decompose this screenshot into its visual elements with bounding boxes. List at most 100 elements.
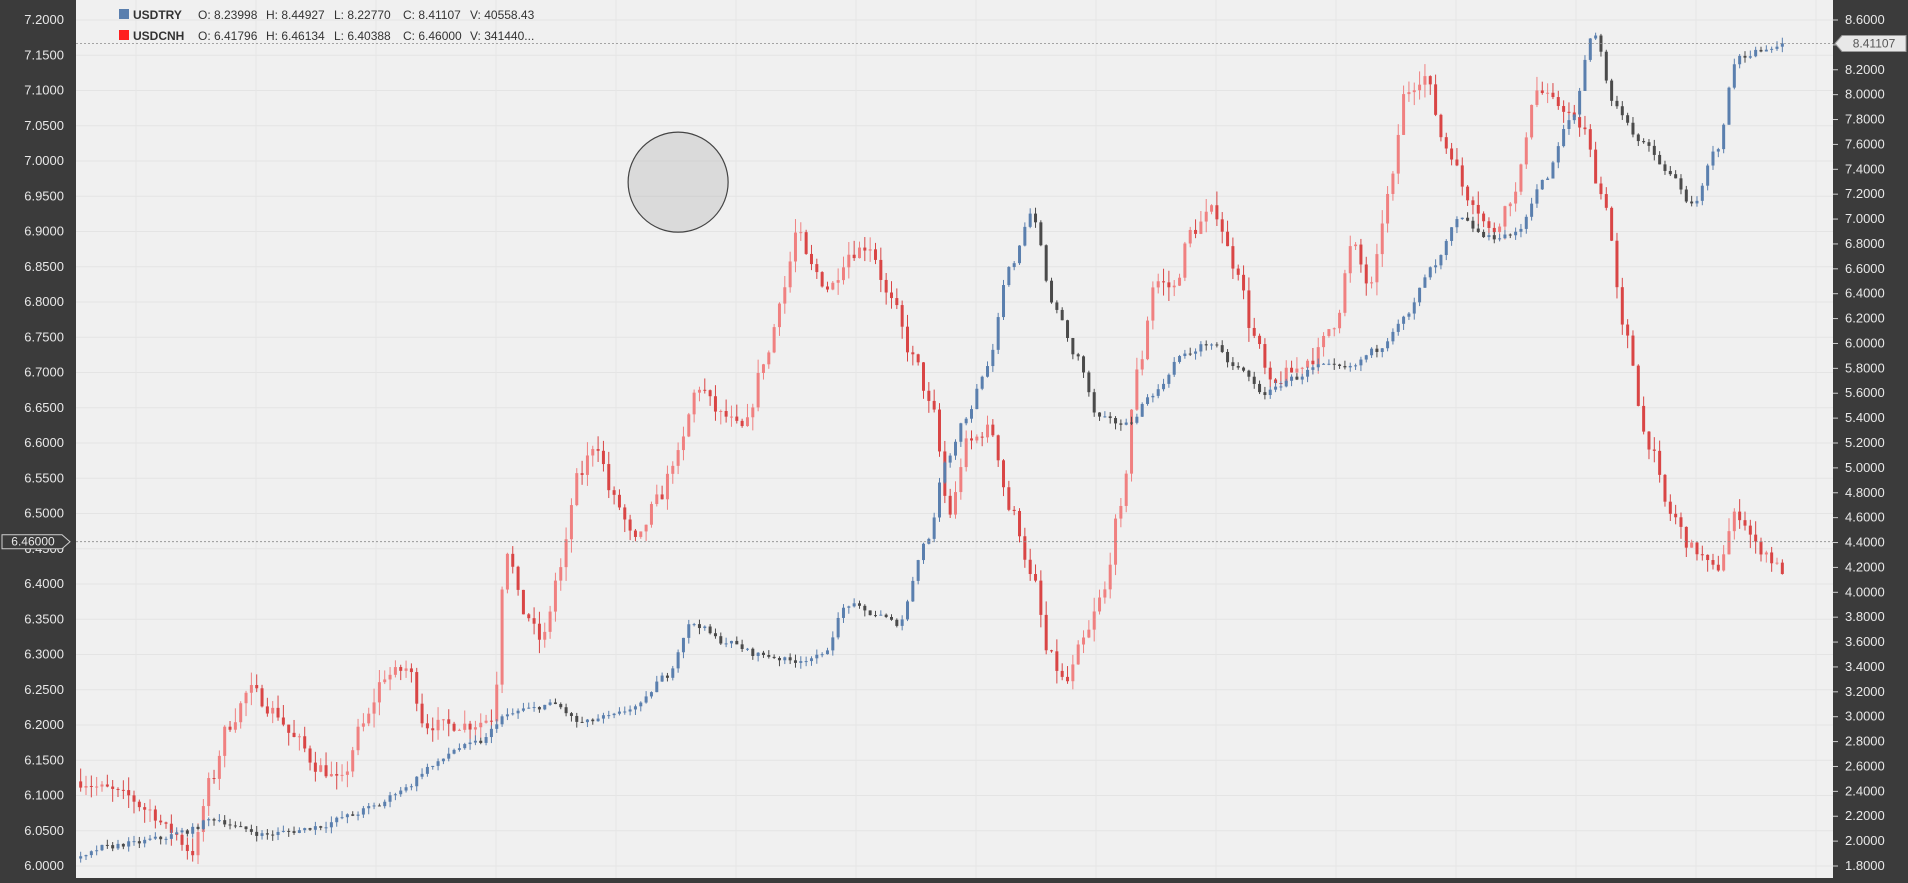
usdtry-candle (751, 647, 755, 660)
right-axis-tick-label: 6.0000 (1845, 335, 1885, 350)
usdtry-candle (900, 615, 904, 631)
usdcnh-candle (484, 714, 488, 724)
usdcnh-candle (916, 353, 920, 366)
usdcnh-candle (281, 705, 285, 727)
usdcnh-candle (761, 363, 765, 380)
right-axis-tick-label: 2.2000 (1845, 808, 1885, 823)
usdtry-candle (1012, 261, 1016, 271)
usdtry-candle (1679, 174, 1683, 195)
usdcnh-candle (292, 719, 296, 738)
usdtry-candle (143, 836, 147, 848)
usdcnh-candle (1076, 640, 1080, 665)
usdtry-candle (1748, 50, 1752, 59)
usdcnh-candle (767, 350, 771, 369)
usdcnh-candle (399, 664, 403, 681)
usdcnh-candle (1204, 198, 1208, 233)
usdtry-candle (393, 792, 397, 801)
usdtry-candle (1311, 365, 1315, 375)
usdcnh-candle (1322, 332, 1326, 357)
usdtry-candle (185, 828, 189, 837)
usdcnh-candle (1370, 276, 1374, 289)
usdcnh-candle (1551, 83, 1555, 100)
usdtry-candle (495, 719, 499, 733)
usdtry-candle (1354, 363, 1358, 370)
usdtry-candle (1674, 170, 1678, 179)
legend-swatch (119, 9, 129, 19)
usdcnh-candle (1562, 100, 1566, 123)
usdtry-candle (932, 512, 936, 543)
usdtry-candle (857, 600, 861, 609)
usdtry-candle (1124, 418, 1128, 426)
usdtry-candle (1738, 54, 1742, 69)
usdcnh-candle (980, 431, 984, 447)
usdcnh-candle (1514, 182, 1518, 212)
usdtry-candle (831, 631, 835, 656)
usdtry-candle (1050, 277, 1054, 304)
usdtry-candle (1146, 394, 1150, 406)
usdtry-candle (687, 619, 691, 644)
usdcnh-candle (1135, 357, 1139, 411)
left-axis-tick-label: 6.7000 (24, 365, 64, 380)
plot-area[interactable] (76, 0, 1833, 878)
right-axis-tick-label: 6.8000 (1845, 236, 1885, 251)
usdtry-candle (1178, 354, 1182, 364)
right-axis-tick-label: 8.6000 (1845, 12, 1885, 27)
usdtry-candle (676, 649, 680, 673)
usdcnh-candle (793, 219, 797, 273)
usdcnh-candle (121, 780, 125, 800)
left-price-axis[interactable]: 6.0000 6.0500 6.1000 6.1500 6.2000 6.2500 6.30… (1, 12, 71, 873)
usdtry-candle (543, 704, 547, 711)
usdtry-candle (1711, 145, 1715, 170)
usdcnh-candle (127, 777, 131, 809)
usdcnh-candle (1252, 317, 1256, 339)
usdcnh-candle (521, 589, 525, 615)
usdcnh-candle (703, 378, 707, 394)
legend-value: H: 8.44927 (266, 8, 325, 22)
usdcnh-candle (1050, 649, 1054, 653)
usdcnh-candle (425, 714, 429, 735)
usdcnh-candle (1034, 564, 1038, 583)
usdcnh-candle (164, 821, 168, 829)
usdtry-candle (1242, 366, 1246, 373)
usdcnh-candle (1647, 431, 1651, 460)
right-axis-tick-label: 4.8000 (1845, 485, 1885, 500)
right-axis-tick-label: 5.4000 (1845, 410, 1885, 425)
usdcnh-candle (447, 709, 451, 737)
usdcnh-candle (1226, 220, 1230, 247)
usdtry-candle (559, 702, 563, 710)
usdtry-candle (938, 477, 942, 522)
usdtry-candle (1167, 373, 1171, 388)
usdcnh-candle (1055, 639, 1059, 684)
usdtry-candle (617, 707, 621, 716)
left-axis-tick-label: 6.0000 (24, 858, 64, 873)
usdtry-candle (649, 691, 653, 699)
usdcnh-candle (655, 484, 659, 507)
right-axis-tick-label: 5.2000 (1845, 435, 1885, 450)
usdtry-candle (516, 708, 520, 719)
usdcnh-candle (1604, 187, 1608, 211)
right-price-axis[interactable]: 1.8000 2.0000 2.2000 2.4000 2.6000 2.8000 3.00… (1833, 12, 1907, 873)
usdtry-candle (1423, 274, 1427, 288)
usdcnh-candle (505, 552, 509, 594)
usdcnh-candle (1348, 235, 1352, 283)
usdcnh-candle (1668, 494, 1672, 522)
usdcnh-candle (1530, 104, 1534, 140)
annotation-circle[interactable] (627, 131, 729, 233)
legend-value: V: 40558.43 (470, 8, 535, 22)
usdcnh-candle (367, 707, 371, 727)
usdtry-candle (1386, 337, 1390, 352)
left-axis-tick-label: 6.1000 (24, 788, 64, 803)
usdtry-candle (1290, 374, 1294, 387)
legend-value: H: 6.46134 (266, 29, 325, 43)
usdcnh-candle (1146, 316, 1150, 361)
usdtry-candle (1460, 217, 1464, 220)
right-axis-tick-label: 8.0000 (1845, 87, 1885, 102)
usdcnh-candle (1690, 539, 1694, 548)
usdcnh-candle (1039, 570, 1043, 628)
usdtry-candle (1620, 101, 1624, 120)
usdcnh-candle (954, 481, 958, 519)
usdtry-candle (623, 706, 627, 715)
usdcnh-candle (212, 769, 216, 784)
usdtry-candle (1450, 227, 1454, 246)
